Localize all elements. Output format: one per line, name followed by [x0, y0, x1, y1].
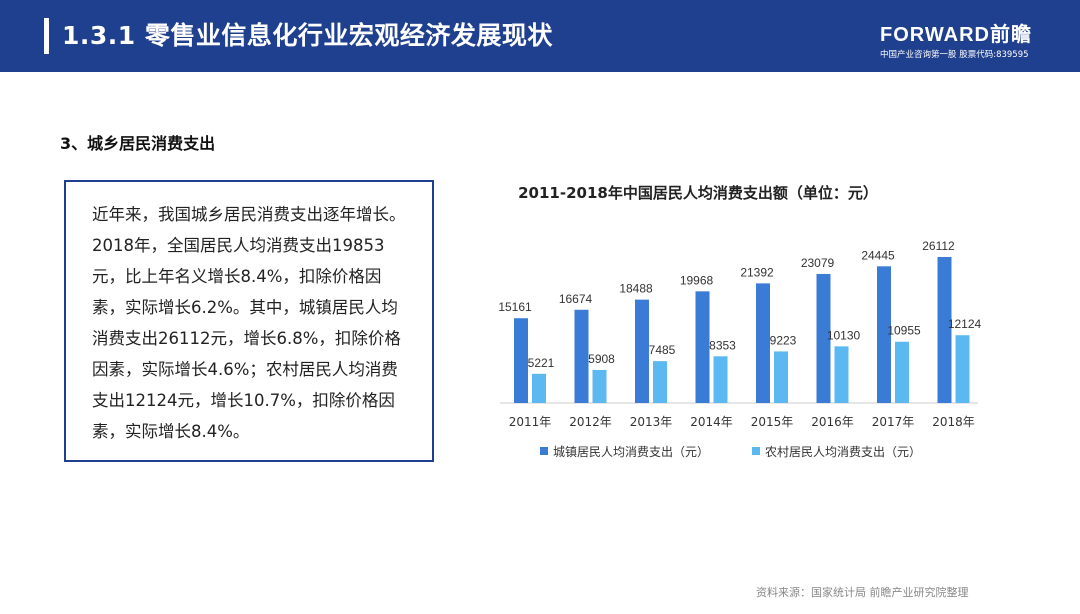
- bar-urban-4: [756, 283, 770, 403]
- x-tick-label: 2017年: [872, 415, 915, 429]
- legend-label-urban: 城镇居民人均消费支出（元）: [553, 445, 709, 459]
- x-tick-label: 2012年: [569, 415, 612, 429]
- brand-name: FORWARD前瞻: [880, 24, 1032, 46]
- bar-rural-1: [592, 369, 607, 403]
- data-label-rural-5: 10130: [827, 328, 861, 342]
- data-label-urban-2: 18488: [619, 282, 653, 296]
- bar-urban-1: [574, 309, 589, 403]
- data-label-urban-6: 24445: [861, 248, 895, 262]
- x-tick-label: 2018年: [932, 415, 975, 429]
- bar-urban-2: [635, 299, 649, 403]
- data-label-urban-4: 21392: [740, 265, 774, 279]
- bar-rural-5: [834, 346, 849, 403]
- consumption-bar-chart: 2011-2018年中国居民人均消费支出额（单位：元） 15161 5221 166…: [498, 184, 982, 459]
- data-label-rural-0: 5221: [528, 356, 555, 370]
- x-ticks-group: 2011年 2012年 2013年 2014年 2015年 2016年 2017年 2018年: [509, 415, 975, 429]
- data-label-rural-6: 10955: [887, 324, 921, 338]
- summary-box: 近年来，我国城乡居民消费支出逐年增长。2018年，全国居民人均消费支出19853…: [64, 180, 434, 462]
- chart-legend: 城镇居民人均消费支出（元） 农村居民人均消费支出（元）: [540, 445, 921, 459]
- header-accent: [44, 18, 49, 54]
- legend-label-rural: 农村居民人均消费支出（元）: [765, 445, 921, 459]
- chart-title: 2011-2018年中国居民人均消费支出额（单位：元）: [518, 184, 878, 202]
- data-label-urban-0: 15161: [498, 300, 532, 314]
- bar-rural-7: [955, 335, 970, 403]
- page-title: 1.3.1 零售业信息化行业宏观经济发展现状: [62, 21, 553, 50]
- bar-urban-3: [695, 291, 710, 403]
- data-label-urban-3: 19968: [680, 273, 714, 287]
- legend-swatch-urban: [540, 447, 548, 455]
- bars-group: 15161 5221 16674 5908 18488 7485 19968 8353 2139…: [498, 239, 982, 403]
- bar-urban-6: [877, 266, 891, 403]
- x-tick-label: 2014年: [690, 415, 733, 429]
- bar-rural-4: [774, 351, 788, 403]
- bar-rural-2: [653, 361, 667, 403]
- data-label-urban-1: 16674: [559, 292, 593, 306]
- bar-rural-3: [713, 356, 728, 403]
- data-label-urban-7: 26112: [922, 239, 955, 253]
- summary-text: 近年来，我国城乡居民消费支出逐年增长。2018年，全国居民人均消费支出19853…: [92, 205, 406, 441]
- brand-tagline: 中国产业咨询第一股 股票代码:839595: [880, 50, 1029, 60]
- section-title: 3、城乡居民消费支出: [60, 134, 216, 153]
- brand-logo: FORWARD前瞻 中国产业咨询第一股 股票代码:839595: [880, 18, 1050, 60]
- legend-swatch-rural: [752, 447, 760, 455]
- bar-rural-0: [532, 373, 546, 403]
- x-tick-label: 2013年: [630, 415, 673, 429]
- x-tick-label: 2011年: [509, 415, 552, 429]
- data-label-rural-4: 9223: [770, 333, 797, 347]
- bar-urban-0: [514, 318, 528, 403]
- header-bar: 1.3.1 零售业信息化行业宏观经济发展现状 FORWARD前瞻 中国产业咨询第…: [0, 0, 1080, 72]
- x-tick-label: 2015年: [751, 415, 794, 429]
- source-note: 资料来源：国家统计局 前瞻产业研究院整理: [756, 586, 969, 599]
- data-label-rural-2: 7485: [649, 343, 676, 357]
- data-label-rural-7: 12124: [948, 317, 982, 331]
- data-label-rural-3: 8353: [709, 338, 736, 352]
- data-label-rural-1: 5908: [588, 352, 615, 366]
- bar-urban-7: [937, 257, 952, 403]
- x-tick-label: 2016年: [811, 415, 854, 429]
- bar-urban-5: [816, 273, 831, 403]
- bar-rural-6: [895, 341, 909, 403]
- data-label-urban-5: 23079: [801, 256, 835, 270]
